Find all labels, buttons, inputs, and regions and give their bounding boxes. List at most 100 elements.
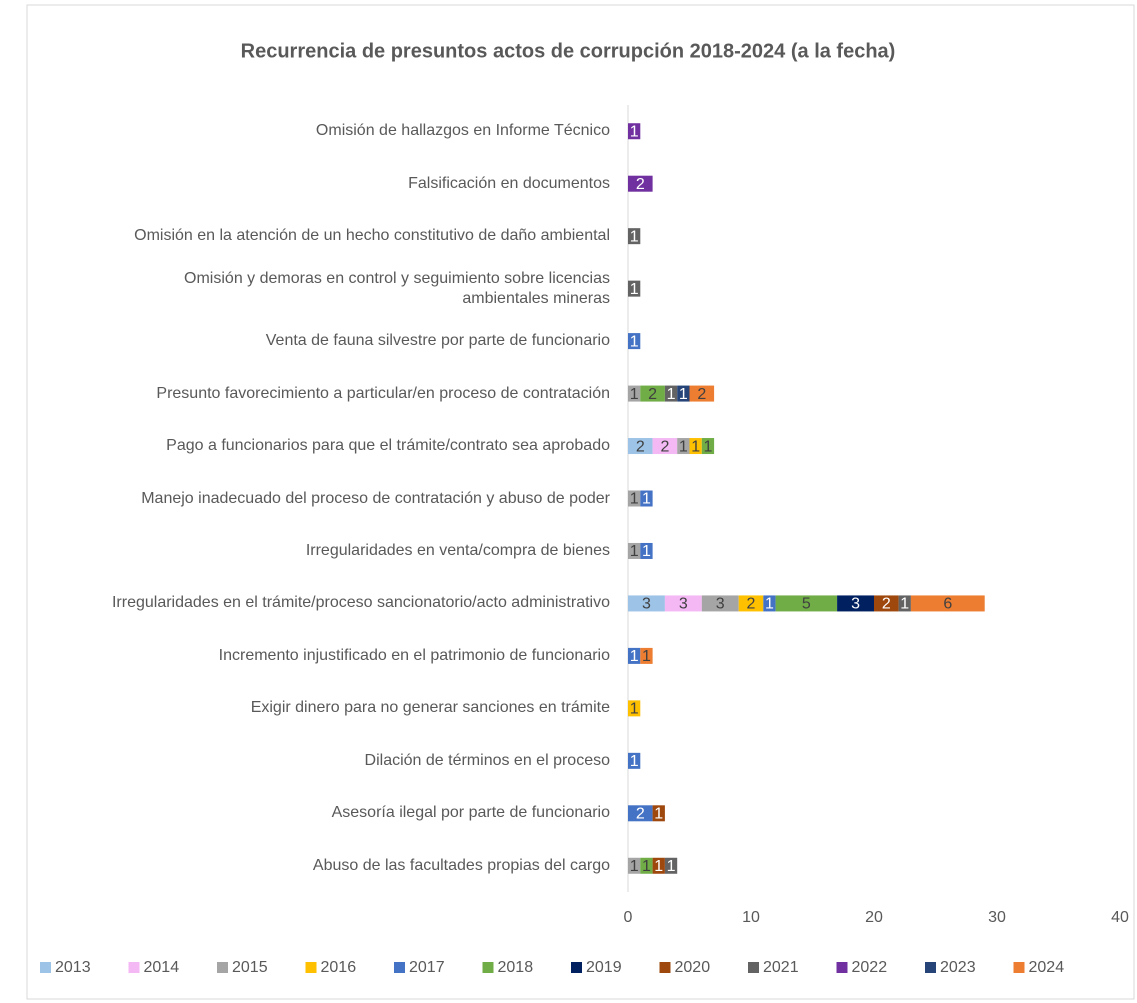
legend-label: 2014 — [144, 959, 180, 976]
bar-segment — [689, 385, 715, 402]
legend-swatch — [925, 962, 936, 973]
x-tick-label: 20 — [865, 909, 883, 926]
bar-segment — [628, 647, 641, 664]
data-label: 1 — [642, 858, 651, 875]
data-label: 1 — [642, 648, 651, 665]
y-tick-label: Pago a funcionarios para que el trámite/… — [166, 437, 610, 455]
bar-segment — [640, 385, 665, 402]
data-label: 1 — [765, 596, 774, 613]
legend-swatch — [217, 962, 228, 973]
y-tick-label: Irregularidades en venta/compra de biene… — [305, 541, 610, 559]
legend-label: 2021 — [763, 959, 799, 976]
legend-swatch — [394, 962, 405, 973]
data-label: 3 — [642, 596, 651, 613]
bar-segment — [677, 385, 690, 402]
x-tick-label: 10 — [742, 909, 760, 926]
data-label: 2 — [660, 438, 669, 455]
data-label: 1 — [630, 281, 639, 298]
data-label: 6 — [943, 596, 952, 613]
data-label: 2 — [636, 806, 645, 823]
bar-segment — [628, 438, 653, 455]
data-label: 1 — [703, 438, 712, 455]
y-tick-label: Falsificación en documentos — [408, 174, 610, 192]
bar-segment — [738, 595, 764, 612]
legend-swatch — [571, 962, 582, 973]
bar-segment — [775, 595, 838, 612]
x-tick-label: 0 — [624, 909, 633, 926]
data-label: 1 — [630, 858, 639, 875]
y-tick-label: Abuso de las facultades propias del carg… — [312, 856, 610, 874]
legend-label: 2024 — [1029, 959, 1065, 976]
chart-border — [26, 4, 1135, 1000]
data-label: 3 — [679, 596, 688, 613]
legend-label: 2019 — [586, 959, 622, 976]
data-label: 1 — [691, 438, 700, 455]
data-label: 2 — [882, 596, 891, 613]
y-tick-label: Asesoría ilegal por parte de funcionario — [331, 804, 610, 822]
data-label: 2 — [697, 386, 706, 403]
data-label: 1 — [654, 806, 663, 823]
bar-segment — [652, 438, 678, 455]
bar-segment — [677, 438, 690, 455]
legend-label: 2017 — [409, 959, 445, 976]
legend-swatch — [748, 962, 759, 973]
y-tick-label: Presunto favorecimiento a particular/en … — [156, 384, 610, 402]
legend-swatch — [128, 962, 140, 973]
bar-segment — [628, 175, 653, 192]
legend-swatch — [1013, 962, 1025, 973]
bar-segment — [640, 857, 653, 874]
y-tick-label: Omisión y demoras en control y seguimien… — [184, 269, 610, 307]
bar-segment — [628, 805, 653, 822]
legend-swatch — [305, 962, 317, 973]
legend-swatch — [482, 962, 494, 973]
y-tick-label: Incremento injustificado en el patrimoni… — [218, 646, 610, 664]
data-label: 1 — [630, 386, 639, 403]
y-tick-label: Omisión de hallazgos en Informe Técnico — [315, 122, 610, 140]
legend-label: 2018 — [498, 959, 534, 976]
bar-segment — [628, 857, 641, 874]
legend-label: 2016 — [321, 959, 357, 976]
data-label: 1 — [630, 701, 639, 718]
bar-segment — [628, 333, 641, 350]
x-tick-label: 30 — [988, 909, 1006, 926]
legend-swatch — [40, 962, 51, 973]
bar-segment — [837, 595, 874, 612]
data-label: 2 — [648, 386, 657, 403]
bar-segment — [628, 542, 641, 559]
legend-swatch — [836, 962, 848, 973]
y-tick-label: Manejo inadecuado del proceso de contrat… — [141, 489, 610, 507]
legend-label: 2013 — [55, 959, 91, 976]
legend-label: 2020 — [675, 959, 711, 976]
legend-label: 2022 — [852, 959, 888, 976]
bar-segment — [628, 752, 641, 769]
data-label: 2 — [636, 176, 645, 193]
bar-segment — [628, 490, 641, 507]
data-label: 3 — [716, 596, 725, 613]
legend-label: 2023 — [940, 959, 976, 976]
data-label: 1 — [630, 753, 639, 770]
data-label: 1 — [654, 858, 663, 875]
data-label: 2 — [636, 438, 645, 455]
y-tick-label: Exigir dinero para no generar sanciones … — [250, 699, 610, 717]
data-label: 1 — [630, 491, 639, 508]
bar-segment — [701, 438, 715, 455]
chart-title: Recurrencia de presuntos actos de corrup… — [241, 40, 896, 62]
data-label: 1 — [642, 543, 651, 560]
bar-segment — [640, 647, 653, 664]
legend-label: 2015 — [232, 959, 268, 976]
bar-segment — [763, 595, 776, 612]
bar-segment — [628, 280, 641, 297]
data-label: 1 — [667, 386, 676, 403]
data-label: 1 — [679, 386, 688, 403]
bar-segment — [910, 595, 985, 612]
bar-segment — [628, 595, 665, 612]
data-label: 1 — [667, 858, 676, 875]
data-label: 1 — [630, 333, 639, 350]
bar-segment — [664, 595, 702, 612]
legend-swatch — [659, 962, 671, 973]
y-tick-label: Venta de fauna silvestre por parte de fu… — [265, 332, 610, 350]
bar-segment — [664, 385, 678, 402]
data-label: 1 — [630, 543, 639, 560]
